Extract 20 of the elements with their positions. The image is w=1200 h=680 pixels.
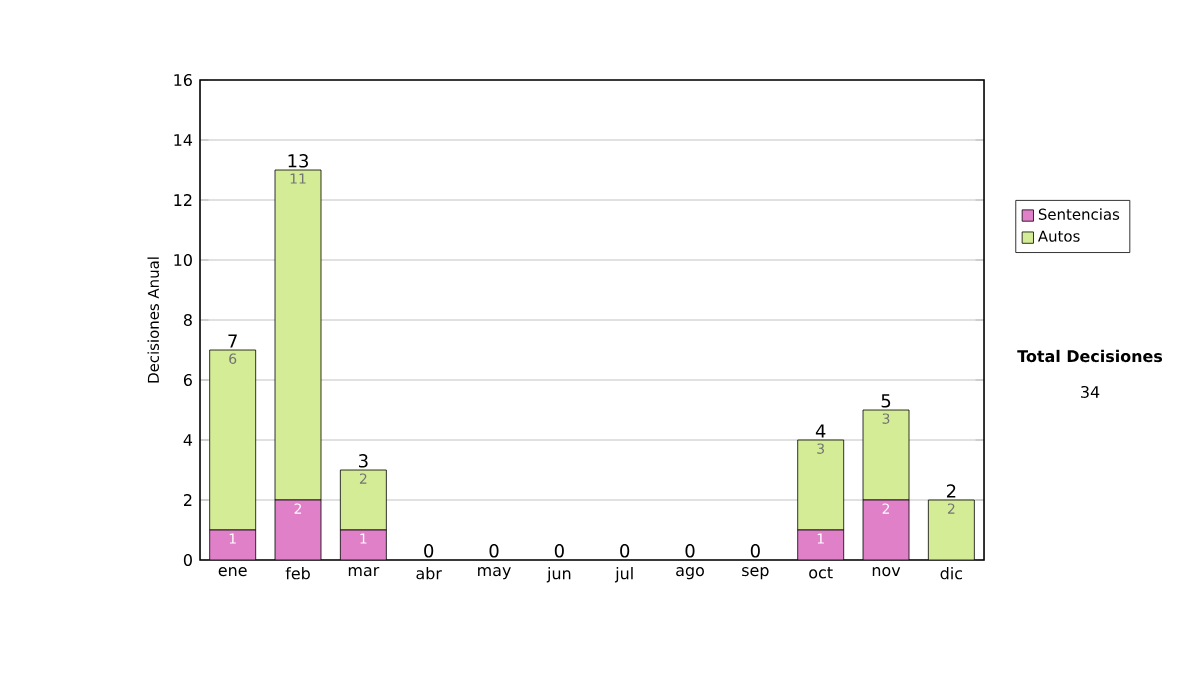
bar — [862, 409, 910, 501]
total-label: 0 — [424, 544, 434, 558]
total-label: 0 — [620, 544, 630, 558]
total-label: 0 — [685, 544, 695, 558]
total-label: 3 — [359, 454, 368, 468]
bar — [274, 169, 322, 501]
total-label: 4 — [815, 424, 826, 438]
bar — [862, 499, 910, 560]
total-label: 0 — [554, 544, 564, 558]
total-label: 2 — [946, 484, 956, 498]
total-label: 13 — [288, 154, 308, 168]
bar — [797, 439, 845, 531]
bar — [209, 349, 257, 531]
bar — [339, 469, 387, 531]
total-label: 0 — [750, 544, 760, 558]
bar — [274, 499, 322, 560]
total-label: 7 — [228, 334, 237, 348]
total-label: 5 — [881, 394, 891, 408]
total-label: 0 — [489, 544, 499, 558]
bar — [927, 499, 975, 560]
